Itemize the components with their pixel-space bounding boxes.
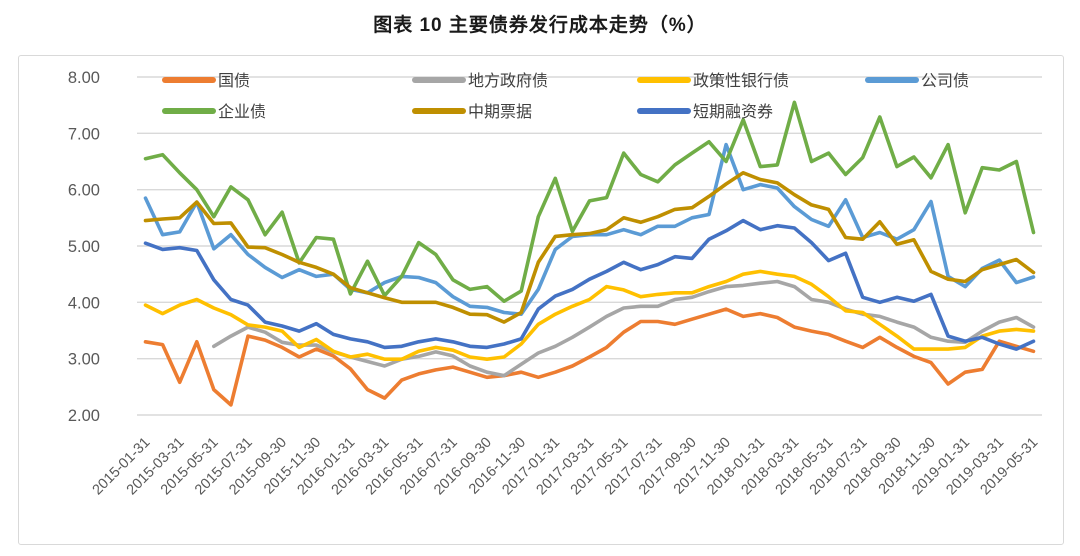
y-axis-tick-label: 8.00 xyxy=(68,69,100,87)
legend-label-short-term-financing-bill: 短期融资券 xyxy=(693,103,773,121)
legend-label-corporate-bond: 公司债 xyxy=(921,72,969,90)
y-axis-tick-label: 6.00 xyxy=(68,182,100,200)
legend-label-medium-term-note: 中期票据 xyxy=(468,103,532,121)
legend-item-enterprise-bond[interactable]: 企业债 xyxy=(162,103,266,121)
legend-item-local-government-bond[interactable]: 地方政府债 xyxy=(412,72,548,90)
legend-item-treasury-bond[interactable]: 国债 xyxy=(162,72,250,90)
y-axis-tick-label: 5.00 xyxy=(68,238,100,256)
chart-title: 图表 10 主要债券发行成本走势（%） xyxy=(373,15,707,36)
legend-item-corporate-bond[interactable]: 公司债 xyxy=(865,72,969,90)
series-line-enterprise-bond xyxy=(143,100,1036,304)
series-line-medium-term-note xyxy=(143,171,1036,324)
legend-label-enterprise-bond: 企业债 xyxy=(218,103,266,121)
series-line-policy-bank-bond xyxy=(143,269,1036,362)
legend-label-policy-bank-bond: 政策性银行债 xyxy=(693,72,789,90)
legend-label-local-government-bond: 地方政府债 xyxy=(468,72,548,90)
y-axis-tick-label: 3.00 xyxy=(68,351,100,369)
legend-item-short-term-financing-bill[interactable]: 短期融资券 xyxy=(637,103,773,121)
legend-item-medium-term-note[interactable]: 中期票据 xyxy=(412,103,532,121)
series-line-treasury-bond xyxy=(143,307,1036,407)
series-line-short-term-financing-bill xyxy=(143,218,1036,351)
y-axis-tick-label: 2.00 xyxy=(68,407,100,425)
series-line-corporate-bond xyxy=(143,142,1036,317)
series-line-local-government-bond xyxy=(212,279,1036,378)
y-axis-tick-label: 7.00 xyxy=(68,125,100,143)
legend-label-treasury-bond: 国债 xyxy=(218,72,250,90)
legend-item-policy-bank-bond[interactable]: 政策性银行债 xyxy=(637,72,789,90)
y-axis-tick-label: 4.00 xyxy=(68,294,100,312)
